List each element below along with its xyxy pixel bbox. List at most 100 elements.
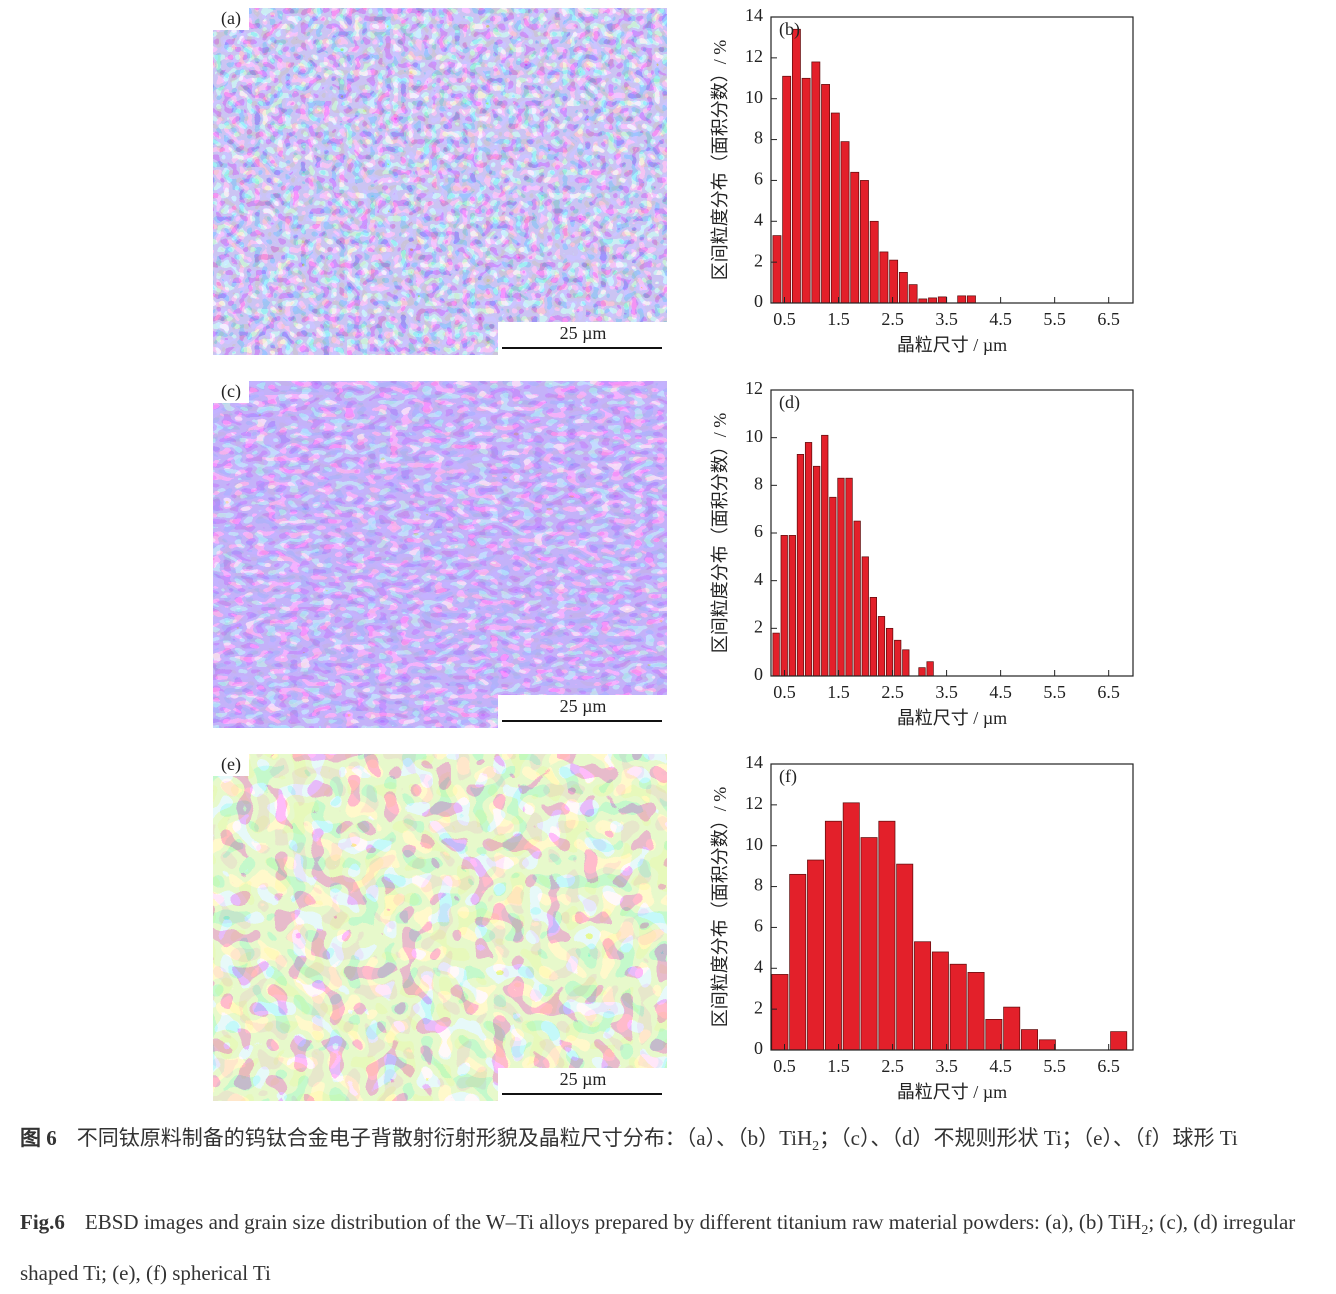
x-tick-label: 2.5: [881, 682, 904, 702]
bar: [877, 616, 886, 677]
bar: [879, 251, 889, 304]
bar: [780, 535, 788, 677]
x-tick-label: 4.5: [989, 309, 1012, 329]
subscript: 2: [1141, 1223, 1149, 1239]
bar: [788, 535, 796, 677]
bar: [771, 974, 789, 1051]
bar: [967, 295, 976, 304]
y-tick-label: 0: [754, 291, 763, 311]
panel-label: (a): [221, 8, 241, 29]
y-tick-label: 2: [754, 250, 763, 270]
x-tick-label: 1.5: [827, 309, 850, 329]
figure: (a) 25 µm (c) 25 µm (e) 25 µm 0 2 4 6 8 10 12 14 0.5 1.…: [213, 5, 1134, 1102]
bar: [937, 296, 947, 304]
y-tick-label: 8: [754, 473, 763, 493]
y-tick-label: 10: [745, 834, 763, 854]
y-tick-label: 4: [754, 569, 763, 589]
ebsd-image: [213, 381, 667, 728]
bar: [813, 465, 821, 677]
y-tick-label: 8: [754, 875, 763, 895]
bar: [811, 61, 821, 304]
bar: [840, 141, 850, 304]
bar: [898, 272, 908, 304]
x-tick-label: 0.5: [773, 309, 796, 329]
x-tick-label: 5.5: [1043, 1056, 1066, 1076]
label-bg: [213, 381, 249, 403]
plot-frame: [770, 16, 1134, 304]
bar: [842, 802, 860, 1051]
y-tick-label: 4: [754, 956, 763, 976]
y-tick-label: 12: [745, 378, 763, 398]
bar: [772, 235, 782, 304]
y-tick-label: 6: [754, 169, 763, 189]
bar: [829, 496, 837, 677]
bar: [885, 627, 894, 677]
bar: [791, 28, 801, 304]
bar: [957, 295, 967, 304]
bar: [869, 596, 877, 677]
bar: [918, 667, 926, 677]
subscript: 2: [812, 1139, 820, 1155]
x-tick-label: 6.5: [1097, 682, 1120, 702]
x-axis-title: 晶粒尺寸 / µm: [897, 335, 1007, 355]
x-tick-label: 2.5: [881, 1056, 904, 1076]
x-tick-label: 3.5: [935, 1056, 958, 1076]
bar: [908, 284, 918, 304]
bar: [918, 298, 928, 304]
caption-cn: 图 6 不同钛原料制备的钨钛合金电子背散射衍射形貌及晶粒尺寸分布：（a）、（b）T…: [20, 1117, 1320, 1168]
bar: [804, 442, 813, 677]
bar: [1003, 1006, 1021, 1051]
bar: [782, 75, 792, 304]
bar: [949, 963, 967, 1051]
panel-label: (f): [779, 766, 797, 787]
bar: [796, 454, 805, 677]
bar: [807, 859, 825, 1051]
bar: [772, 632, 780, 677]
y-tick-label: 14: [745, 5, 763, 25]
ebsd-image: [213, 8, 667, 355]
bar: [860, 180, 869, 304]
bar: [914, 941, 932, 1051]
scale-bar-text: 25 µm: [560, 1069, 607, 1089]
bar: [845, 477, 853, 677]
x-tick-label: 6.5: [1097, 309, 1120, 329]
scale-bar-bg: [498, 695, 667, 728]
bar: [926, 661, 934, 677]
y-axis-title: 区间粒度分布（面积分数）/ %: [710, 787, 730, 1028]
bar: [837, 477, 845, 677]
bar: [928, 297, 937, 304]
bar: [1021, 1029, 1038, 1051]
y-tick-label: 6: [754, 521, 763, 541]
x-tick-label: 5.5: [1043, 682, 1066, 702]
bar: [967, 972, 985, 1051]
bar: [931, 951, 949, 1051]
caption-text: EBSD images and grain size distribution …: [84, 1210, 1142, 1234]
label-bg: [213, 8, 249, 30]
figure-number: 图 6: [20, 1126, 57, 1150]
bar: [850, 171, 860, 304]
plot-frame: [770, 763, 1134, 1051]
panel-label: (b): [779, 19, 800, 40]
y-tick-label: 6: [754, 916, 763, 936]
bar: [789, 873, 807, 1051]
bar: [878, 820, 896, 1051]
x-tick-label: 3.5: [935, 309, 958, 329]
bar: [801, 77, 811, 304]
scale-bar-text: 25 µm: [560, 696, 607, 716]
bar: [1110, 1031, 1128, 1051]
bar: [1038, 1039, 1056, 1051]
x-tick-label: 1.5: [827, 1056, 850, 1076]
y-tick-label: 12: [745, 46, 763, 66]
ebsd-image: [213, 754, 667, 1101]
x-tick-label: 6.5: [1097, 1056, 1120, 1076]
panel-label: (c): [221, 381, 241, 402]
bar: [821, 84, 830, 304]
label-bg: [213, 754, 249, 776]
scale-bar-bg: [498, 1068, 667, 1101]
bar: [889, 259, 899, 304]
bar: [902, 649, 910, 677]
bar: [985, 1019, 1003, 1051]
y-tick-label: 2: [754, 997, 763, 1017]
x-tick-label: 3.5: [935, 682, 958, 702]
figure-number: Fig.6: [20, 1210, 65, 1234]
